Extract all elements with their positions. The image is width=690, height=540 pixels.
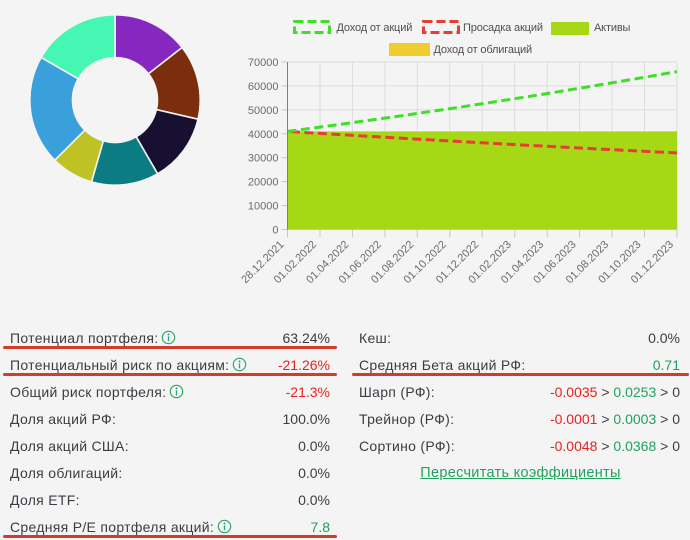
svg-text:30000: 30000 — [248, 153, 279, 165]
svg-text:60000: 60000 — [248, 81, 279, 93]
svg-text:40000: 40000 — [248, 129, 279, 141]
svg-text:0: 0 — [272, 225, 278, 237]
svg-text:70000: 70000 — [248, 57, 279, 69]
svg-text:50000: 50000 — [248, 105, 279, 117]
svg-text:20000: 20000 — [248, 177, 279, 189]
svg-text:10000: 10000 — [248, 201, 279, 213]
